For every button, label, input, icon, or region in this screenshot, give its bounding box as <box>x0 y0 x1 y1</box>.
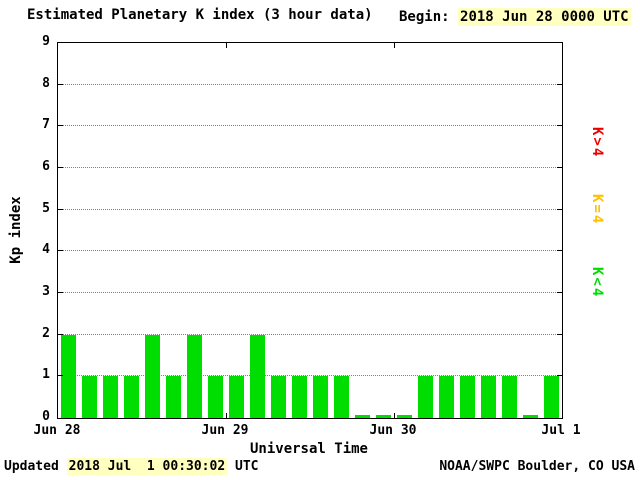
kp-bar-7 <box>208 376 223 418</box>
kp-bar-15 <box>376 415 391 418</box>
x-tick-label: Jun 29 <box>201 423 249 438</box>
gridline <box>58 167 562 168</box>
x-tick-label: Jun 28 <box>33 423 81 438</box>
kp-bar-14 <box>355 415 370 418</box>
kp-bar-10 <box>271 376 286 418</box>
y-tick-label: 8 <box>42 75 50 91</box>
kp-bar-1 <box>82 376 97 418</box>
kp-bar-5 <box>166 376 181 418</box>
y-tick-label: 7 <box>42 117 50 133</box>
legend-k-lt-4: K<4 <box>589 267 605 299</box>
credit: NOAA/SWPC Boulder, CO USA <box>439 459 635 474</box>
gridline <box>58 292 562 293</box>
kp-bar-17 <box>418 376 433 418</box>
kp-bar-22 <box>523 415 538 418</box>
kp-bar-18 <box>439 376 454 418</box>
kp-bar-11 <box>292 376 307 418</box>
kp-bar-21 <box>502 376 517 418</box>
legend-k-gt-4: K>4 <box>589 127 605 159</box>
gridline <box>58 208 562 210</box>
y-tick-mark <box>58 208 63 210</box>
y-tick-mark <box>58 83 63 85</box>
kp-bar-3 <box>124 376 139 418</box>
kp-bar-16 <box>397 415 412 418</box>
kp-bar-19 <box>460 376 475 418</box>
y-tick-mark <box>58 125 63 127</box>
y-tick-mark <box>58 333 63 335</box>
begin-value: 2018 Jun 28 0000 UTC <box>458 8 631 26</box>
gridline <box>58 250 562 252</box>
x-tick-mark <box>226 43 227 48</box>
y-tick-mark <box>58 375 63 377</box>
spacer <box>450 9 458 25</box>
updated-value: 2018 Jul 1 00:30:02 <box>66 458 228 475</box>
begin-datetime: Begin: 2018 Jun 28 0000 UTC <box>399 8 631 26</box>
y-tick-label: 9 <box>42 34 50 49</box>
kp-bar-2 <box>103 376 118 418</box>
x-tick-label: Jul 1 <box>541 423 581 438</box>
x-tick-mark <box>394 43 395 48</box>
y-tick-mark <box>557 333 562 335</box>
y-tick-mark <box>557 292 562 293</box>
updated-suffix: UTC <box>235 459 259 474</box>
x-tick-mark <box>394 413 395 418</box>
kp-bar-8 <box>229 376 244 418</box>
spacer <box>59 459 67 474</box>
kp-bar-9 <box>250 334 265 418</box>
y-tick-label: 3 <box>42 284 50 299</box>
y-tick-mark <box>58 250 63 252</box>
y-tick-label: 1 <box>42 367 50 383</box>
y-tick-label: 5 <box>42 200 50 216</box>
y-tick-mark <box>557 250 562 252</box>
begin-label: Begin: <box>399 9 450 25</box>
kp-bar-6 <box>187 334 202 418</box>
gridline <box>58 125 562 127</box>
updated-timestamp: Updated 2018 Jul 1 00:30:02 UTC <box>4 458 259 475</box>
y-tick-mark <box>557 125 562 127</box>
plot-area <box>57 42 563 419</box>
kp-bar-12 <box>313 376 328 418</box>
y-axis-label: Kp index <box>8 196 24 264</box>
y-tick-label: 6 <box>42 159 50 174</box>
y-tick-mark <box>557 167 562 168</box>
x-tick-label: Jun 30 <box>369 423 417 438</box>
chart-title: Estimated Planetary K index (3 hour data… <box>27 7 373 23</box>
y-tick-label: 0 <box>42 409 50 424</box>
y-tick-label: 4 <box>42 242 50 258</box>
gridline <box>58 375 562 377</box>
y-tick-mark <box>58 167 63 168</box>
kp-bar-4 <box>145 334 160 418</box>
kp-bar-0 <box>61 334 76 418</box>
gridline <box>58 333 562 335</box>
y-tick-mark <box>557 83 562 85</box>
y-tick-mark <box>557 208 562 210</box>
legend-k-eq-4: K=4 <box>589 194 605 226</box>
y-tick-mark <box>58 292 63 293</box>
gridline <box>58 83 562 85</box>
updated-label: Updated <box>4 459 59 474</box>
y-tick-mark <box>557 375 562 377</box>
x-tick-mark <box>226 413 227 418</box>
y-tick-label: 2 <box>42 325 50 341</box>
x-axis-label: Universal Time <box>249 441 368 457</box>
kp-bar-23 <box>544 376 559 418</box>
kp-bar-20 <box>481 376 496 418</box>
spacer <box>227 459 235 474</box>
kp-bar-13 <box>334 376 349 418</box>
